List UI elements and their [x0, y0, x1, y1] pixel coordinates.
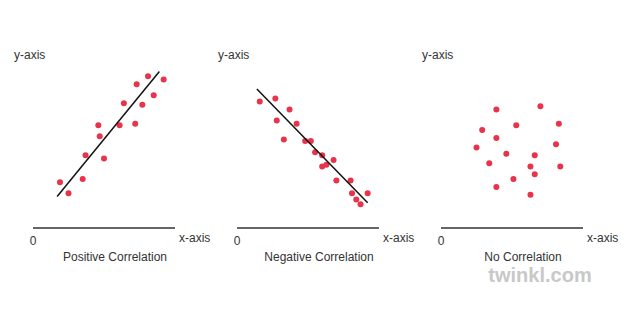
- html-text:y-axis: y-axis: [14, 48, 46, 62]
- html-text:No Correlation: No Correlation: [484, 250, 562, 264]
- html-text:x-axis: x-axis: [179, 231, 211, 245]
- html-text:y-axis: y-axis: [422, 48, 454, 62]
- html-text:x-axis: x-axis: [587, 231, 619, 245]
- html-text:Negative Correlation: Negative Correlation: [264, 250, 374, 264]
- html-text:y-axis: y-axis: [218, 48, 250, 62]
- html-text:twinkl.com: twinkl.com: [488, 264, 592, 286]
- html-text:x-axis: x-axis: [383, 231, 415, 245]
- svg-text:0: 0: [234, 234, 241, 248]
- svg-text:0: 0: [30, 234, 37, 248]
- svg-text:0: 0: [438, 234, 445, 248]
- html-text:Positive Correlation: Positive Correlation: [63, 250, 167, 264]
